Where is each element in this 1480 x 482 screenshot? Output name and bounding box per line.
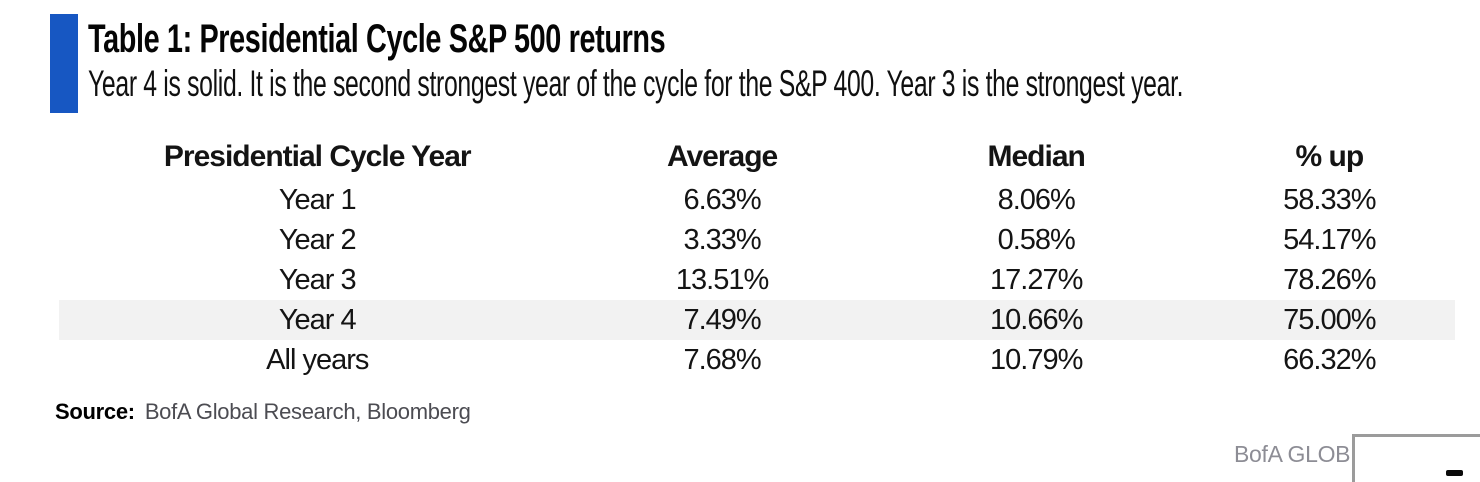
cell-average: 7.49% [683, 303, 761, 336]
cell-median: 17.27% [990, 263, 1083, 296]
cell-pct-up: 58.33% [1283, 183, 1376, 216]
source-text: BofA Global Research, Bloomberg [144, 399, 471, 424]
returns-table: Presidential Cycle Year Average Median %… [59, 134, 1455, 380]
cell-pct-up: 75.00% [1283, 303, 1376, 336]
row-label: All years [266, 343, 369, 376]
table-row-year-2: Year 2 3.33% 0.58% 54.17% [59, 220, 1455, 260]
row-label: Year 3 [278, 263, 357, 296]
cell-average: 6.63% [683, 183, 761, 216]
accent-bar [50, 14, 78, 113]
source-line: Source: BofA Global Research, Bloomberg [55, 396, 471, 428]
table-row-year-4: Year 4 7.49% 10.66% 75.00% [59, 300, 1455, 340]
row-label: Year 2 [278, 223, 357, 256]
cell-pct-up: 78.26% [1283, 263, 1376, 296]
table-row-year-1: Year 1 6.63% 8.06% 58.33% [59, 180, 1455, 220]
cell-average: 7.68% [683, 343, 761, 376]
cell-average: 3.33% [683, 223, 761, 256]
cell-median: 10.66% [990, 303, 1083, 336]
column-header-cycle-year: Presidential Cycle Year [163, 140, 472, 173]
table-header-row: Presidential Cycle Year Average Median %… [59, 134, 1455, 180]
overlay-box [1352, 434, 1480, 482]
row-label: Year 1 [278, 183, 357, 216]
row-label: Year 4 [278, 303, 357, 336]
table-title: Table 1: Presidential Cycle S&P 500 retu… [88, 17, 666, 61]
cell-pct-up: 66.32% [1283, 343, 1376, 376]
cell-median: 8.06% [997, 183, 1076, 216]
watermark-text: BofA GLOB [1234, 441, 1351, 467]
cell-median: 10.79% [990, 343, 1083, 376]
column-header-pct-up: % up [1295, 140, 1365, 173]
cell-average: 13.51% [675, 263, 769, 296]
source-label: Source: [55, 399, 135, 424]
column-header-average: Average [666, 140, 778, 173]
table-row-year-3: Year 3 13.51% 17.27% 78.26% [59, 260, 1455, 300]
cell-pct-up: 54.17% [1283, 223, 1376, 256]
table-subtitle: Year 4 is solid. It is the second strong… [88, 63, 1184, 104]
dash-mark [1446, 470, 1463, 476]
table-row-all-years: All years 7.68% 10.79% 66.32% [59, 340, 1455, 380]
cell-median: 0.58% [997, 223, 1076, 256]
column-header-median: Median [987, 140, 1086, 173]
